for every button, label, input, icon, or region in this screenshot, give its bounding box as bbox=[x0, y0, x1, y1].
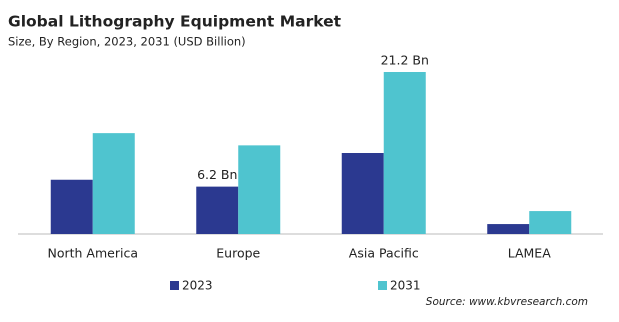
bar bbox=[50, 179, 93, 234]
x-tick-label: Asia Pacific bbox=[349, 246, 419, 261]
bar bbox=[92, 133, 135, 234]
bar bbox=[341, 153, 384, 234]
legend-label: 2031 bbox=[390, 279, 421, 293]
bar bbox=[383, 72, 426, 234]
x-tick-label: LAMEA bbox=[508, 246, 551, 261]
bar bbox=[529, 211, 572, 234]
x-tick-label: Europe bbox=[216, 246, 260, 261]
data-label: 21.2 Bn bbox=[381, 53, 429, 68]
chart-title: Global Lithography Equipment Market bbox=[8, 13, 342, 31]
chart-subtitle: Size, By Region, 2023, 2031 (USD Billion… bbox=[8, 35, 246, 49]
data-label: 6.2 Bn bbox=[197, 167, 237, 182]
legend-label: 2023 bbox=[182, 279, 213, 293]
x-tick-label: North America bbox=[48, 246, 139, 261]
legend-swatch bbox=[378, 281, 387, 290]
source: Source: www.kbvresearch.com bbox=[426, 296, 588, 308]
bar bbox=[487, 224, 530, 234]
bar bbox=[238, 145, 281, 234]
bar bbox=[196, 186, 239, 234]
legend-swatch bbox=[170, 281, 179, 290]
